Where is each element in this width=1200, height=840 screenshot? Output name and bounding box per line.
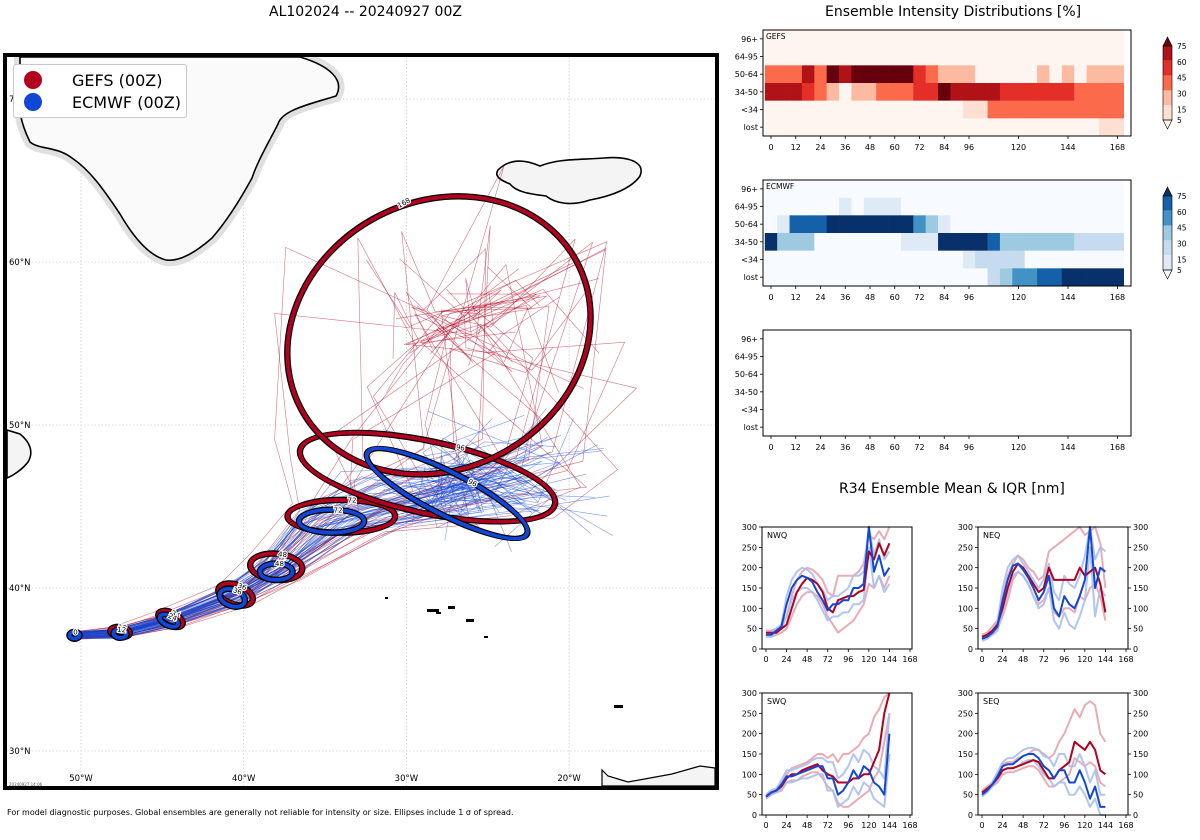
ellipse-ring — [157, 612, 180, 629]
map-gridlines — [7, 57, 715, 786]
member-track — [74, 462, 561, 639]
ellipse-outline — [161, 616, 177, 625]
ellipse-ring — [67, 630, 82, 641]
ellipse-hour-label: 48 — [278, 550, 288, 559]
forecast-ellipse: 48 — [256, 559, 296, 584]
ellipse-outline — [284, 193, 594, 478]
member-track — [68, 246, 541, 634]
ellipse-outline — [110, 626, 130, 642]
ellipse-outline — [300, 511, 363, 531]
lat-label: 40°N — [9, 584, 30, 594]
r34-title: R34 Ensemble Mean & IQR [nm] — [839, 481, 1065, 497]
lon-label: 50°W — [69, 774, 93, 784]
iberia-land — [601, 765, 715, 786]
ellipse-hour-label: 0 — [73, 629, 77, 637]
ellipse-outline — [261, 565, 291, 578]
map-title: AL102024 -- 20240927 00Z — [269, 4, 462, 20]
ellipse-outline — [296, 429, 559, 525]
lon-label: 30°W — [395, 774, 419, 784]
member-track — [76, 491, 559, 638]
legend-item-gefs: GEFS (00Z) — [24, 69, 162, 91]
ellipse-hour-label: 48 — [275, 560, 284, 568]
ellipse-ring — [298, 430, 558, 524]
map-legend: GEFS (00Z) ECMWF (00Z) — [13, 64, 187, 118]
ecmwf-legend-marker — [24, 93, 42, 111]
ellipse-ring — [297, 507, 367, 535]
ellipse-ring — [364, 446, 530, 541]
lat-label: 60°N — [9, 258, 30, 268]
ellipse-outline — [289, 198, 589, 473]
ellipse-ring — [257, 561, 295, 582]
ellipse-outline — [256, 560, 296, 584]
intensity-title: Ensemble Intensity Distributions [%] — [825, 4, 1082, 20]
ellipse-hour-label: 96 — [455, 443, 466, 453]
footer-note: For model diagnostic purposes. Global en… — [7, 808, 514, 817]
ellipse-outline — [221, 590, 243, 605]
lon-label: 20°W — [557, 774, 581, 784]
member-track — [70, 476, 610, 634]
member-track — [74, 418, 493, 636]
forecast-ellipse: 96 — [296, 429, 559, 525]
ellipse-outline — [295, 506, 368, 536]
iceland-land — [495, 156, 642, 205]
forecast-ellipse: 168 — [284, 193, 594, 478]
map-stamp: 20240927 14:06 — [9, 782, 43, 787]
ecmwf-legend-label: ECMWF (00Z) — [72, 92, 181, 112]
ellipse-outline — [363, 445, 531, 542]
legend-item-ecmwf: ECMWF (00Z) — [24, 91, 181, 113]
ellipse-hour-label: 72 — [348, 496, 357, 504]
azores-islands — [385, 597, 623, 708]
member-track — [70, 466, 521, 633]
ellipse-outline — [115, 631, 125, 636]
ellipse-outline — [368, 450, 526, 537]
gefs-legend-marker — [24, 71, 42, 89]
ellipse-outline — [71, 633, 78, 637]
forecast-ellipse: 72 — [295, 505, 368, 536]
gefs-legend-label: GEFS (00Z) — [72, 70, 163, 90]
ellipse-hour-label: 72 — [334, 506, 343, 514]
newfoundland-land — [7, 429, 32, 479]
ellipse-outline — [301, 434, 554, 520]
ellipse-ring — [285, 194, 593, 477]
ellipse-outline — [216, 585, 249, 610]
ellipse-outline — [66, 628, 83, 642]
ensemble-member-tracks — [67, 166, 638, 640]
member-track — [75, 437, 544, 639]
forecast-ellipse: 0 — [66, 627, 83, 642]
lat-label: 50°N — [9, 421, 30, 431]
ellipse-hour-label: 12 — [117, 626, 127, 635]
ellipse-ring — [111, 627, 129, 640]
forecast-ellipse: 12 — [110, 625, 130, 642]
lon-label: 40°W — [232, 774, 256, 784]
ellipse-ring — [217, 586, 247, 609]
ellipse-outline — [156, 611, 182, 630]
lat-label: 30°N — [9, 747, 30, 757]
member-track — [74, 435, 531, 636]
map-frame — [3, 53, 719, 790]
